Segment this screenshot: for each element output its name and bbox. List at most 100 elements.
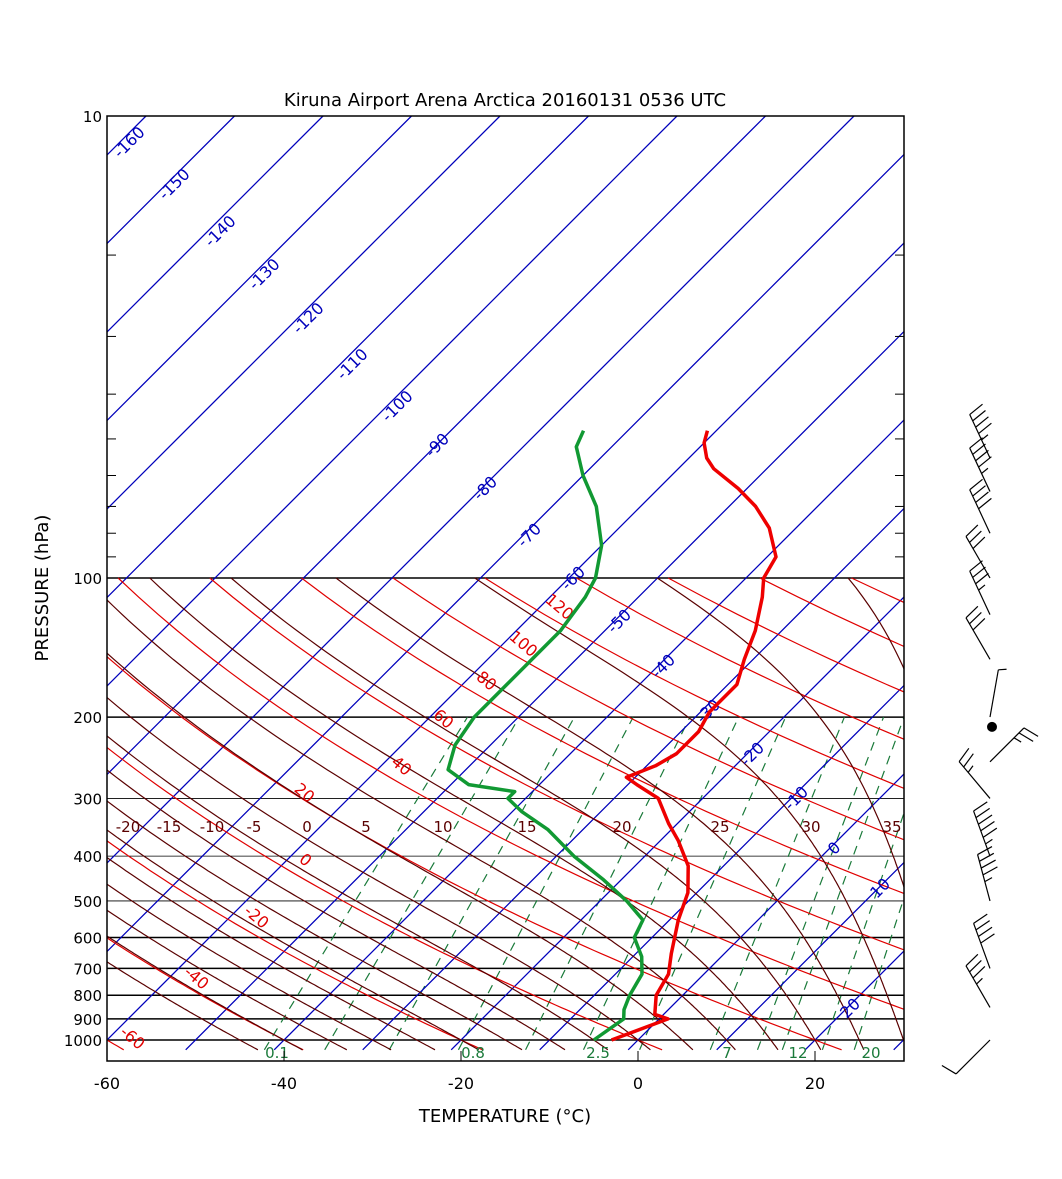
wind-barb-flag bbox=[958, 747, 970, 763]
moist-adiabat-label: -20 bbox=[116, 818, 141, 836]
wind-barb-flag bbox=[1023, 727, 1039, 737]
wind-barb-staff bbox=[973, 810, 991, 857]
wind-barb-half-flag bbox=[984, 877, 993, 883]
mixing-ratio-line bbox=[263, 716, 468, 1051]
wind-barb-flag bbox=[979, 852, 995, 862]
dry-adiabat bbox=[301, 577, 904, 895]
isotherm-label: 0 bbox=[824, 838, 845, 859]
moist-adiabat bbox=[107, 769, 566, 1051]
chart-title: Kiruna Airport Arena Arctica 20160131 05… bbox=[284, 90, 726, 111]
dry-adiabat bbox=[107, 840, 483, 1051]
wind-barb-half-flag bbox=[981, 434, 989, 441]
dry-adiabat bbox=[107, 937, 304, 1051]
moist-adiabat bbox=[107, 696, 651, 1051]
moist-adiabat bbox=[474, 577, 904, 1044]
isotherm bbox=[627, 773, 904, 1051]
temperature-tick-label: 0 bbox=[633, 1074, 643, 1093]
background-lines bbox=[107, 116, 904, 1051]
isotherm bbox=[716, 861, 904, 1051]
isotherm-label: -110 bbox=[333, 345, 372, 384]
wind-barb-flag bbox=[982, 866, 998, 876]
wind-barb-flag bbox=[965, 953, 979, 967]
wind-barb-staff bbox=[973, 923, 991, 969]
wind-barb-flag bbox=[972, 410, 986, 422]
wind-barb-staff bbox=[969, 414, 991, 459]
wind-barb-flag bbox=[969, 530, 982, 543]
wind-barb-staff bbox=[989, 727, 1025, 763]
wind-barb-flag bbox=[1018, 732, 1034, 742]
isotherm bbox=[107, 116, 324, 333]
pressure-tick-label: 900 bbox=[73, 1011, 102, 1029]
temperature-profile bbox=[610, 430, 778, 1042]
wind-barb-flag bbox=[975, 416, 989, 428]
isotherm-label: -50 bbox=[603, 605, 635, 637]
mixing-ratio-line bbox=[709, 716, 845, 1051]
wind-barb-flag bbox=[980, 859, 996, 869]
isotherm bbox=[107, 242, 904, 1041]
isotherm-label: -70 bbox=[513, 519, 545, 551]
moist-adiabat bbox=[107, 909, 348, 1051]
wind-barb-staff bbox=[976, 854, 991, 902]
moist-adiabat bbox=[107, 800, 523, 1051]
mixing-ratio-line bbox=[324, 716, 520, 1051]
moist-adiabat bbox=[107, 856, 436, 1051]
moist-adiabat-label: 35 bbox=[882, 818, 901, 836]
moist-adiabat bbox=[107, 599, 736, 1051]
isotherm bbox=[450, 596, 904, 1051]
moist-adiabat bbox=[107, 829, 480, 1051]
pressure-tick-label: 200 bbox=[73, 709, 102, 727]
plot-frame bbox=[106, 115, 905, 1062]
pressure-tick-label: 500 bbox=[73, 893, 102, 911]
dry-adiabat bbox=[209, 577, 904, 951]
wind-barb-flag bbox=[973, 801, 988, 812]
mixing-ratio-label: 7 bbox=[722, 1044, 732, 1062]
wind-barb-flag bbox=[980, 821, 995, 832]
moist-adiabat bbox=[847, 577, 904, 671]
x-axis-label: TEMPERATURE (°C) bbox=[418, 1106, 591, 1127]
dry-adiabat bbox=[484, 577, 904, 790]
wind-barb-staff bbox=[969, 489, 991, 534]
moist-adiabat bbox=[230, 577, 822, 1051]
isotherm bbox=[107, 153, 904, 953]
moist-adiabat-label: 20 bbox=[612, 818, 631, 836]
pressure-tick-label: 300 bbox=[73, 790, 102, 808]
moist-adiabat-label: 30 bbox=[801, 818, 820, 836]
wind-barb-flag bbox=[972, 443, 986, 455]
wind-barb-half-flag bbox=[978, 584, 986, 591]
moist-adiabat-label: -10 bbox=[200, 818, 225, 836]
isotherm-label: -120 bbox=[289, 299, 328, 338]
mixing-ratio-label: 12 bbox=[788, 1044, 807, 1062]
wind-barb-flag bbox=[965, 605, 979, 619]
mixing-ratio-line bbox=[582, 716, 740, 1051]
moist-adiabat-label: 10 bbox=[433, 818, 452, 836]
dry-adiabat-label: -20 bbox=[240, 901, 272, 932]
wind-barb-half-flag bbox=[967, 765, 974, 773]
temperature-tick-label: -60 bbox=[94, 1074, 120, 1093]
dry-adiabat bbox=[576, 577, 904, 740]
moist-adiabat-label: 15 bbox=[517, 818, 536, 836]
wind-barb-flag bbox=[965, 524, 979, 537]
wind-barb-staff bbox=[955, 1039, 991, 1075]
wind-barb-flag bbox=[980, 933, 995, 944]
wind-barb-staff bbox=[958, 761, 991, 799]
moist-adiabat bbox=[107, 652, 694, 1051]
mixing-ratio-label: 0.1 bbox=[265, 1044, 289, 1062]
pressure-tick-label: 10 bbox=[83, 108, 102, 126]
wind-barb-flag bbox=[975, 807, 990, 819]
wind-barb-staff bbox=[965, 965, 991, 1008]
dry-adiabat bbox=[667, 577, 904, 693]
wind-barb-staff bbox=[965, 617, 991, 660]
isotherm bbox=[107, 116, 412, 422]
wind-barb-flag bbox=[969, 403, 983, 416]
wind-barb-flag bbox=[972, 566, 986, 578]
wind-barb-flag bbox=[975, 920, 990, 931]
temperature-axis: -60 -40 -20 0 20 bbox=[94, 1051, 825, 1093]
wind-barb-flag bbox=[941, 1064, 957, 1075]
wind-barb-flag bbox=[978, 926, 993, 937]
dry-adiabat bbox=[117, 577, 904, 1010]
wind-barb-flag bbox=[975, 491, 989, 503]
dry-adiabat bbox=[851, 577, 904, 604]
moist-adiabat-label: -15 bbox=[157, 818, 182, 836]
dry-adiabat bbox=[107, 1039, 124, 1051]
wind-barb-half-flag bbox=[976, 977, 983, 985]
